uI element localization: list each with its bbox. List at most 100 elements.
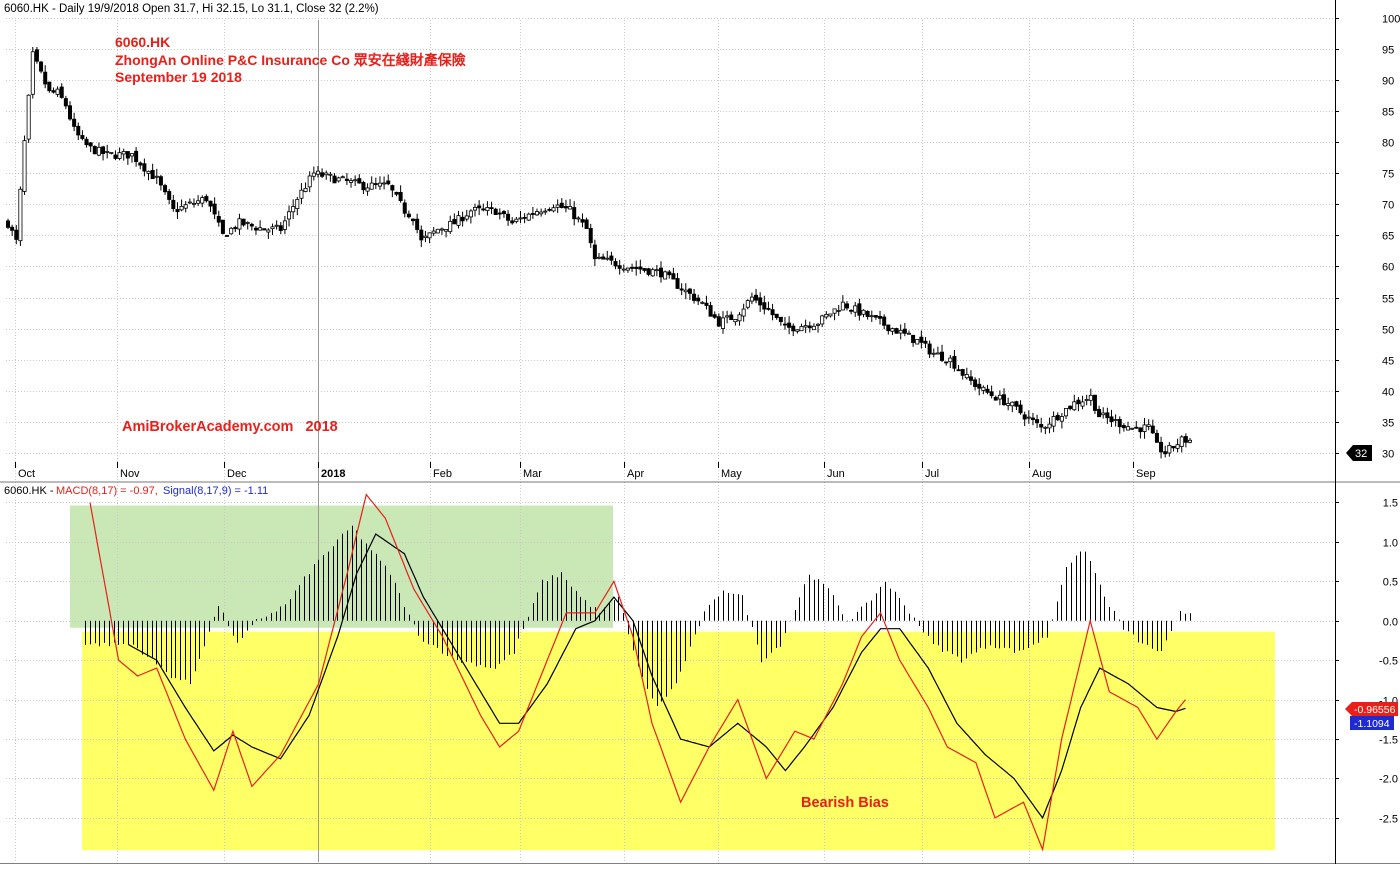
candle-body [1179, 436, 1184, 447]
candle-body [303, 187, 308, 192]
candle-body [369, 182, 374, 190]
candle-body [737, 314, 742, 322]
candle-body [92, 146, 97, 155]
candle-body [1146, 424, 1151, 427]
candle-body [795, 329, 800, 332]
macd-y-tick-label: 0.5 [1383, 577, 1398, 589]
candle-body [444, 228, 449, 232]
candle-body [745, 300, 750, 308]
candle-body [14, 229, 19, 240]
candle-body [489, 207, 494, 210]
candle-body [667, 271, 672, 276]
candle-body [328, 173, 333, 176]
candle-body [411, 218, 416, 222]
macd-histogram [85, 525, 1191, 707]
month-tick-label: Feb [433, 468, 452, 480]
candle-body [113, 154, 118, 159]
candle-body [625, 267, 630, 271]
candle-body [778, 316, 783, 323]
candle-body [1138, 427, 1143, 433]
candle-body [1134, 426, 1139, 429]
candle-body [311, 172, 316, 177]
candle-body [820, 315, 825, 325]
candle-body [464, 215, 469, 220]
candle-body [431, 230, 436, 234]
candle-body [1064, 408, 1069, 417]
candle-body [493, 208, 498, 215]
watermark-text: AmiBrokerAcademy.com 2018 [122, 419, 338, 435]
candle-body [931, 352, 936, 355]
candle-body [460, 216, 465, 222]
macd-header-signal: Signal(8,17,9) = -1.11 [163, 485, 268, 497]
last-price-tag: 32 [1346, 445, 1372, 461]
macd-y-tick-label: -2.0 [1379, 774, 1398, 786]
candle-body [47, 81, 52, 92]
candle-body [741, 308, 746, 317]
candle-body [749, 296, 754, 302]
candle-body [22, 140, 27, 192]
candle-body [18, 188, 23, 242]
macd-value-tag-text: -0.96556 [1354, 704, 1396, 716]
candle-body [59, 86, 64, 98]
candle-body [287, 211, 292, 220]
candle-body [956, 369, 961, 372]
candle-body [811, 325, 816, 331]
candle-body [630, 266, 635, 269]
candle-body [80, 135, 85, 139]
candle-body [1130, 427, 1135, 430]
candle-body [857, 303, 862, 316]
candle-body [324, 172, 329, 176]
candle-body [968, 376, 973, 381]
candle-body [981, 386, 986, 391]
candle-body [1076, 399, 1081, 405]
macd-line [89, 493, 1186, 852]
price-y-tick-label: 40 [1382, 387, 1394, 399]
candle-body [605, 257, 610, 260]
candle-body [154, 175, 159, 178]
candle-body [555, 204, 560, 208]
month-tick-label: Nov [120, 468, 140, 480]
candle-body [948, 357, 953, 363]
candle-body [179, 205, 184, 211]
candle-body [1092, 394, 1097, 411]
candle-body [117, 152, 122, 159]
candle-body [452, 218, 457, 225]
candle-body [1043, 426, 1048, 429]
candle-body [150, 169, 155, 180]
month-tick-label: Apr [627, 468, 644, 480]
candle-body [320, 172, 325, 177]
candle-body [129, 153, 134, 157]
candle-body [1018, 404, 1023, 414]
candle-body [278, 225, 283, 231]
candle-body [964, 374, 969, 379]
candle-body [1088, 394, 1093, 401]
candle-body [716, 316, 721, 327]
candle-body [960, 369, 965, 376]
candle-body [142, 163, 147, 172]
candle-body [481, 208, 486, 211]
candle-body [34, 49, 39, 62]
macd-y-tick-label: -0.5 [1379, 656, 1398, 668]
month-tick-label: May [721, 468, 742, 480]
price-y-tick-label: 85 [1382, 107, 1394, 119]
grid-lines [6, 18, 1335, 862]
candle-body [134, 150, 139, 163]
candle-body [646, 268, 651, 275]
candle-body [497, 212, 502, 215]
candle-body [836, 310, 841, 312]
candle-body [840, 301, 845, 311]
candle-body [708, 305, 713, 317]
candle-body [187, 201, 192, 204]
price-y-tick-label: 90 [1382, 76, 1394, 88]
candle-body [902, 328, 907, 334]
candle-body [985, 388, 990, 393]
candle-body [448, 220, 453, 233]
candle-body [386, 180, 391, 185]
price-y-tick-label: 75 [1382, 169, 1394, 181]
candle-body [249, 223, 254, 227]
candle-body [973, 379, 978, 387]
candle-body [262, 228, 267, 231]
macd-header-macd: MACD(8,17) = -0.97, [56, 485, 158, 497]
candle-body [291, 206, 296, 213]
candle-body [832, 308, 837, 314]
